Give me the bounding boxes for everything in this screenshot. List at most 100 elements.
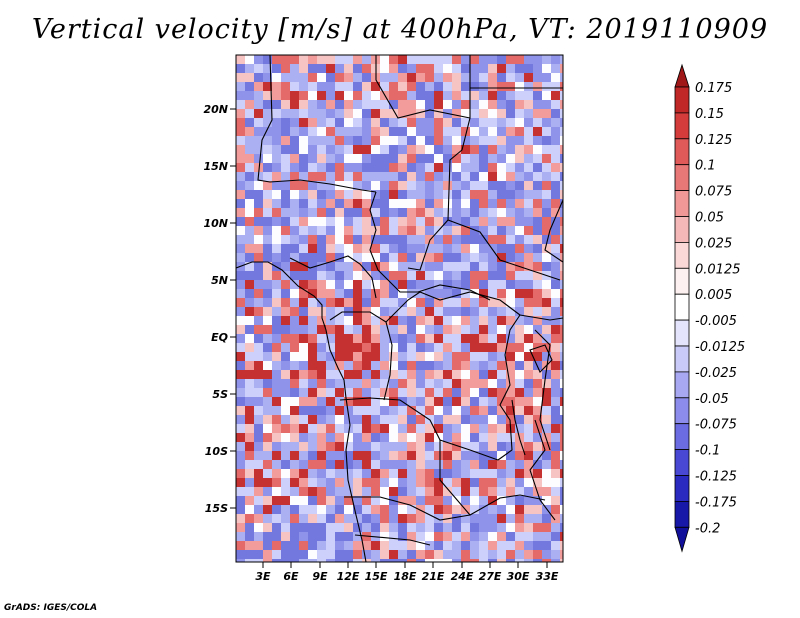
field-cell	[542, 253, 552, 263]
field-cell	[308, 514, 318, 524]
field-cell	[308, 343, 318, 353]
field-cell	[515, 442, 525, 452]
field-cell	[245, 64, 255, 74]
field-cell	[452, 289, 462, 299]
field-cell	[380, 73, 390, 83]
field-cell	[362, 532, 372, 542]
field-cell	[335, 136, 345, 146]
field-cell	[515, 154, 525, 164]
field-cell	[533, 262, 543, 272]
field-cell	[353, 478, 363, 488]
field-cell	[371, 361, 381, 371]
field-cell	[308, 307, 318, 317]
field-cell	[551, 235, 561, 245]
field-cell	[272, 343, 282, 353]
field-cell	[353, 271, 363, 281]
field-cell	[488, 280, 498, 290]
field-cell	[470, 91, 480, 101]
field-cell	[470, 478, 480, 488]
field-cell	[308, 73, 318, 83]
field-cell	[542, 217, 552, 227]
field-cell	[425, 208, 435, 218]
field-cell	[443, 298, 453, 308]
field-cell	[542, 244, 552, 254]
field-cell	[389, 460, 399, 470]
field-cell	[371, 424, 381, 434]
field-cell	[254, 109, 264, 119]
field-cell	[380, 145, 390, 155]
field-cell	[389, 397, 399, 407]
field-cell	[272, 559, 282, 562]
field-cell	[452, 487, 462, 497]
field-cell	[506, 172, 516, 182]
field-cell	[398, 82, 408, 92]
field-cell	[425, 163, 435, 173]
field-cell	[533, 550, 543, 560]
field-cell	[263, 280, 273, 290]
field-cell	[263, 460, 273, 470]
field-cell	[533, 271, 543, 281]
field-cell	[299, 541, 309, 551]
field-cell	[335, 127, 345, 137]
field-cell	[308, 559, 318, 562]
field-cell	[263, 316, 273, 326]
field-cell	[560, 550, 563, 560]
field-cell	[245, 379, 255, 389]
field-cell	[524, 478, 534, 488]
field-cell	[506, 451, 516, 461]
field-cell	[452, 379, 462, 389]
field-cell	[398, 334, 408, 344]
field-cell	[497, 100, 507, 110]
field-cell	[371, 451, 381, 461]
field-cell	[326, 73, 336, 83]
field-cell	[389, 253, 399, 263]
field-cell	[380, 379, 390, 389]
field-cell	[335, 190, 345, 200]
field-cell	[299, 226, 309, 236]
field-cell	[326, 325, 336, 335]
field-cell	[281, 82, 291, 92]
field-cell	[515, 235, 525, 245]
field-cell	[272, 451, 282, 461]
field-cell	[434, 496, 444, 506]
field-cell	[389, 73, 399, 83]
field-cell	[506, 217, 516, 227]
field-cell	[245, 469, 255, 479]
field-cell	[425, 559, 435, 562]
field-cell	[425, 190, 435, 200]
field-cell	[407, 316, 417, 326]
colorbar-label: 0.125	[695, 133, 732, 148]
field-cell	[335, 343, 345, 353]
field-cell	[308, 271, 318, 281]
field-cell	[245, 505, 255, 515]
field-cell	[416, 289, 426, 299]
field-cell	[551, 244, 561, 254]
field-cell	[272, 181, 282, 191]
field-cell	[560, 154, 563, 164]
field-cell	[488, 442, 498, 452]
field-cell	[524, 505, 534, 515]
field-cell	[470, 244, 480, 254]
field-cell	[452, 145, 462, 155]
field-cell	[407, 442, 417, 452]
field-cell	[560, 217, 563, 227]
field-cell	[407, 154, 417, 164]
field-cell	[470, 514, 480, 524]
colorbar-label: 0.0125	[695, 262, 741, 277]
field-cell	[425, 334, 435, 344]
field-cell	[398, 559, 408, 562]
field-cell	[272, 208, 282, 218]
field-cell	[479, 370, 489, 380]
field-cell	[470, 208, 480, 218]
field-cell	[236, 469, 246, 479]
colorbar-label: 0.025	[695, 236, 732, 251]
field-cell	[362, 523, 372, 533]
field-cell	[353, 208, 363, 218]
field-cell	[272, 118, 282, 128]
field-cell	[236, 388, 246, 398]
field-cell	[326, 190, 336, 200]
field-cell	[443, 127, 453, 137]
field-cell	[317, 424, 327, 434]
field-cell	[524, 343, 534, 353]
field-cell	[497, 370, 507, 380]
